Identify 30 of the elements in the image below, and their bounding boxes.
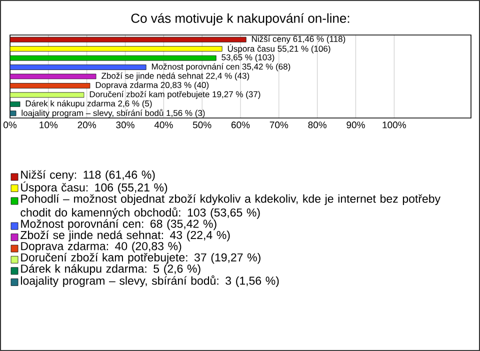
data-label: loajality program – slevy, sbírání bodů 1,56 % (3) bbox=[22, 109, 205, 118]
x-tick-label: 80% bbox=[308, 122, 326, 128]
x-tick-label: 50% bbox=[192, 122, 212, 128]
x-tick-label: 10% bbox=[40, 122, 58, 128]
data-label: 53,65 % (103) bbox=[222, 54, 274, 62]
legend-label: loajality program – slevy, sbírání bodů: 3 (1,56 %) bbox=[20, 275, 279, 288]
legend-label: Dárek k nákupu zdarma: 5 (2,6 %) bbox=[21, 264, 200, 275]
data-label: Doprava zdarma 20,83 % (40) bbox=[96, 82, 209, 90]
chart-title: Co vás motivuje k nakupování on-line: bbox=[131, 13, 350, 26]
x-tick-label: 70% bbox=[270, 122, 288, 128]
legend-label: Pohodlí – možnost objednat zboží kdykoliv a kdekoliv, kde je internet bez potřeby chodit do kamenných obchodů: 103 (53,65 %) bbox=[20, 194, 440, 219]
x-tick-label: 90% bbox=[346, 122, 365, 128]
legend-label: Nižší ceny: 118 (61,46 %) bbox=[21, 170, 155, 182]
data-label: Zboží se jinde nedá sehnat 22,4 % (43) bbox=[102, 72, 250, 80]
data-label: Doručení zboží kam potřebujete 19,27 % (37) bbox=[90, 90, 260, 99]
legend-label: Úspora času: 106 (55,21 %) bbox=[21, 181, 168, 194]
x-tick-label: 100% bbox=[382, 122, 406, 128]
x-tick-label: 20% bbox=[78, 122, 96, 128]
x-tick-label: 40% bbox=[154, 122, 173, 128]
data-label: Úspora času 55,21 % (106) bbox=[228, 44, 330, 54]
x-tick-label: 60% bbox=[231, 122, 250, 128]
legend-label: Zboží se jinde nedá sehnat: 43 (22,4 %) bbox=[20, 230, 230, 242]
data-label: Možnost porovnání cen 35,42 % (68) bbox=[152, 63, 290, 72]
legend-label: Možnost porovnání cen: 68 (35,42 %) bbox=[21, 219, 216, 230]
x-tick-label: 30% bbox=[116, 122, 134, 128]
legend-label: Doručení zboží kam potřebujete: 37 (19,27 %) bbox=[21, 252, 260, 264]
legend-label: Doprava zdarma: 40 (20,83 %) bbox=[21, 242, 182, 252]
data-label: Dárek k nákupu zdarma 2,6 % (5) bbox=[26, 100, 152, 108]
x-tick-label: 0% bbox=[4, 122, 17, 128]
data-label: Nižší ceny 61,46 % (118) bbox=[252, 36, 346, 44]
